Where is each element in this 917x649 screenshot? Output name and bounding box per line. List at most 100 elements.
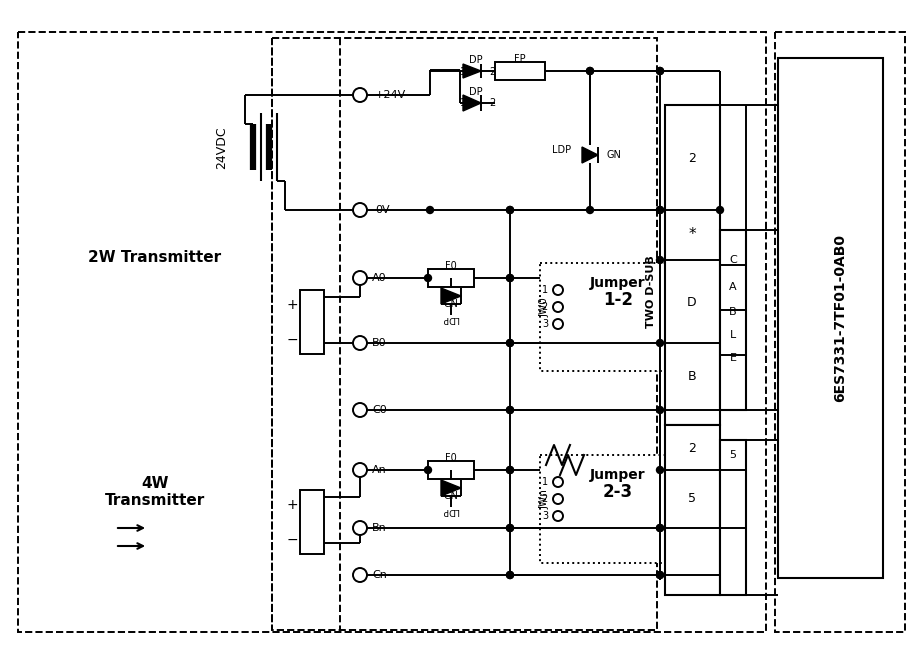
Bar — [775, 32, 905, 632]
Circle shape — [657, 339, 664, 347]
Circle shape — [657, 572, 664, 578]
Text: D: D — [687, 295, 697, 308]
Circle shape — [353, 271, 367, 285]
Circle shape — [657, 256, 664, 263]
Circle shape — [657, 572, 664, 578]
Text: 1: 1 — [460, 67, 466, 77]
Text: B: B — [688, 371, 696, 384]
Bar — [540, 455, 668, 563]
Polygon shape — [582, 147, 598, 163]
Circle shape — [553, 477, 563, 487]
Bar — [495, 62, 545, 80]
Circle shape — [353, 568, 367, 582]
Circle shape — [506, 467, 514, 474]
Circle shape — [353, 521, 367, 535]
Circle shape — [506, 406, 514, 413]
Bar — [272, 38, 657, 630]
Bar — [720, 440, 746, 595]
Text: 2: 2 — [489, 98, 495, 108]
Text: GN: GN — [444, 299, 458, 309]
Polygon shape — [463, 95, 481, 111]
Circle shape — [587, 67, 593, 75]
Text: 2-3: 2-3 — [603, 483, 633, 501]
Circle shape — [716, 206, 724, 214]
Circle shape — [506, 406, 514, 413]
Text: 4W
Transmitter: 4W Transmitter — [105, 476, 205, 508]
Text: 3: 3 — [542, 511, 548, 521]
Circle shape — [553, 285, 563, 295]
Circle shape — [506, 339, 514, 347]
Text: 2W Transmitter: 2W Transmitter — [88, 251, 222, 265]
Bar — [778, 58, 883, 578]
Circle shape — [506, 339, 514, 347]
Circle shape — [353, 403, 367, 417]
Circle shape — [506, 467, 514, 474]
Text: 1: 1 — [460, 98, 466, 108]
Text: −: − — [286, 533, 298, 547]
Bar — [300, 490, 324, 554]
Text: 0V: 0V — [375, 205, 390, 215]
Text: 1-2: 1-2 — [603, 291, 633, 309]
Text: 3: 3 — [542, 319, 548, 329]
Circle shape — [553, 511, 563, 521]
Text: 2: 2 — [542, 302, 548, 312]
Text: JW0: JW0 — [540, 297, 550, 317]
Bar — [665, 425, 720, 595]
Text: DP: DP — [470, 87, 483, 97]
Text: 1: 1 — [542, 285, 548, 295]
Circle shape — [553, 494, 563, 504]
Bar — [720, 230, 746, 410]
Text: F0: F0 — [445, 453, 457, 463]
Text: 6ES7331-7TF01-0AB0: 6ES7331-7TF01-0AB0 — [833, 234, 847, 402]
Text: JWn: JWn — [540, 489, 550, 509]
Text: 1: 1 — [542, 477, 548, 487]
Text: A: A — [729, 282, 737, 292]
Text: C0: C0 — [372, 405, 387, 415]
Text: TWO D-SUB: TWO D-SUB — [646, 256, 656, 328]
Circle shape — [506, 572, 514, 578]
Circle shape — [353, 336, 367, 350]
Circle shape — [353, 463, 367, 477]
Text: FP: FP — [514, 54, 525, 64]
Text: 24VDC: 24VDC — [215, 127, 228, 169]
Text: Jumper: Jumper — [591, 468, 646, 482]
Text: Cn: Cn — [372, 570, 387, 580]
Text: 2: 2 — [688, 151, 696, 164]
Text: Bn: Bn — [372, 523, 387, 533]
Text: LDP: LDP — [442, 313, 459, 323]
Circle shape — [553, 319, 563, 329]
Circle shape — [353, 88, 367, 102]
Text: 2: 2 — [542, 494, 548, 504]
Circle shape — [506, 275, 514, 282]
Text: F0: F0 — [445, 261, 457, 271]
Text: L: L — [730, 330, 736, 340]
Circle shape — [587, 67, 593, 75]
Circle shape — [657, 524, 664, 532]
Circle shape — [426, 206, 434, 214]
Bar — [665, 105, 720, 425]
Circle shape — [506, 572, 514, 578]
Text: GN: GN — [444, 491, 458, 501]
Text: An: An — [372, 465, 387, 475]
Circle shape — [353, 203, 367, 217]
Circle shape — [657, 67, 664, 75]
Text: GN: GN — [607, 150, 622, 160]
Polygon shape — [463, 64, 481, 78]
Text: +: + — [286, 498, 298, 512]
Bar — [18, 32, 766, 632]
Circle shape — [657, 206, 664, 214]
Text: 2: 2 — [489, 67, 495, 77]
Circle shape — [425, 467, 432, 474]
Text: +24V: +24V — [375, 90, 406, 100]
Circle shape — [506, 524, 514, 532]
Text: −: − — [286, 333, 298, 347]
Text: Jumper: Jumper — [591, 276, 646, 290]
Text: 2: 2 — [688, 441, 696, 454]
Text: B0: B0 — [372, 338, 387, 348]
Bar — [428, 269, 474, 287]
Text: C: C — [729, 255, 737, 265]
Polygon shape — [441, 480, 461, 496]
Circle shape — [657, 67, 664, 75]
Text: *: * — [688, 228, 696, 243]
Circle shape — [657, 467, 664, 474]
